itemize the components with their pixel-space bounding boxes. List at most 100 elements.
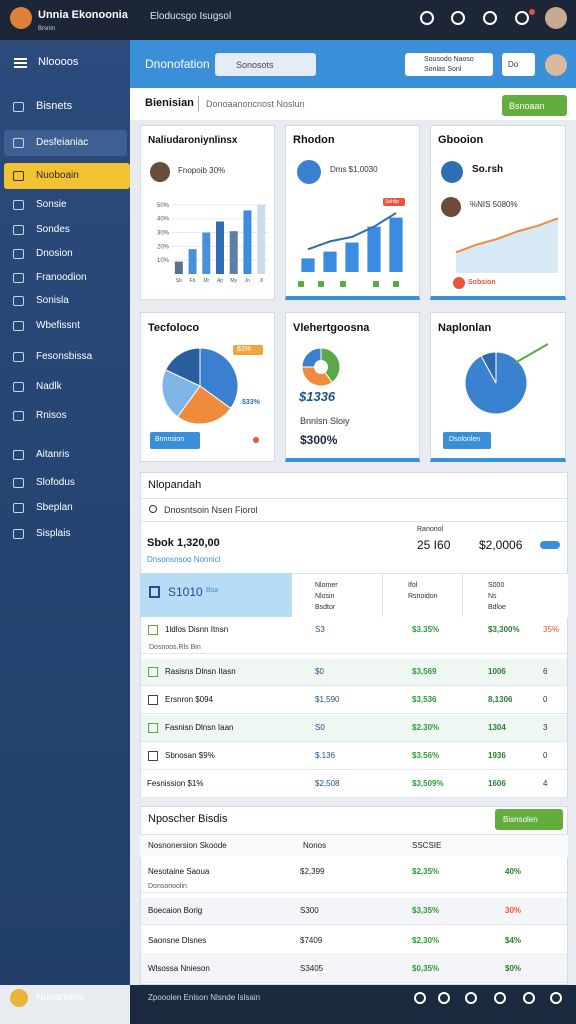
button[interactable] bbox=[150, 432, 200, 449]
nav-item[interactable]: Slofodus bbox=[36, 477, 75, 488]
cell: S300 bbox=[300, 906, 319, 916]
row-icon bbox=[148, 625, 158, 635]
label: Eloducsgo Isugsol bbox=[150, 11, 232, 22]
pie-slice bbox=[176, 385, 232, 425]
account-box[interactable] bbox=[405, 53, 493, 76]
search-box[interactable] bbox=[215, 53, 316, 76]
x-tick-label: Sb bbox=[176, 278, 182, 284]
chart bbox=[301, 212, 403, 272]
footer-icon[interactable] bbox=[550, 992, 562, 1004]
button[interactable] bbox=[502, 95, 567, 116]
nav-item[interactable]: Sondes bbox=[36, 224, 70, 235]
button-label[interactable]: Bsnoaan bbox=[509, 100, 545, 111]
label: %NIS 5080% bbox=[470, 200, 518, 210]
nav-icon bbox=[13, 321, 24, 331]
cell: S0 bbox=[315, 723, 325, 733]
cell: 4 bbox=[543, 779, 548, 789]
label: Brsnin bbox=[38, 25, 56, 32]
cell: 1936 bbox=[488, 751, 506, 761]
x-tick-label: Fb bbox=[190, 278, 196, 284]
footer-icon[interactable] bbox=[494, 992, 506, 1004]
chart bbox=[455, 217, 559, 273]
small-box[interactable] bbox=[502, 53, 535, 76]
cell: $2,508 bbox=[315, 779, 340, 789]
card bbox=[285, 312, 420, 462]
label: Ifol bbox=[408, 582, 418, 590]
nav-item[interactable]: Nunanians bbox=[36, 992, 84, 1003]
label: Nlopandah bbox=[148, 479, 202, 492]
bar bbox=[174, 261, 183, 274]
footer-icon[interactable] bbox=[414, 992, 426, 1004]
top-icon[interactable] bbox=[515, 11, 529, 25]
cell: Fesnission $1% bbox=[147, 779, 204, 789]
nav-icon bbox=[13, 249, 24, 259]
button-label[interactable]: Bnnnsion bbox=[155, 436, 185, 444]
label: Sohlip bbox=[385, 198, 399, 205]
y-tick-label: 20% bbox=[157, 244, 170, 250]
button-label[interactable]: Bisnsolen bbox=[503, 815, 538, 825]
button-label[interactable]: Dsolonlen bbox=[449, 436, 481, 444]
nav-item[interactable]: Sonsie bbox=[36, 199, 67, 210]
cell: $2,30% bbox=[412, 936, 440, 946]
label: S1010 bbox=[168, 584, 203, 599]
label: Do bbox=[508, 60, 519, 70]
label: Sonosots bbox=[236, 59, 274, 70]
cell: 3 bbox=[543, 723, 548, 733]
mini-icon bbox=[298, 281, 304, 287]
label: $1336 bbox=[299, 388, 336, 404]
top-icon[interactable] bbox=[451, 11, 465, 25]
top-bar bbox=[0, 0, 576, 40]
icon bbox=[453, 277, 465, 289]
nav-item[interactable]: Wbefissnt bbox=[36, 320, 80, 331]
icon bbox=[297, 160, 321, 184]
nav-item[interactable]: Sbeplan bbox=[36, 502, 73, 513]
nav-item[interactable]: Sonisla bbox=[36, 295, 69, 306]
label: Naplonlan bbox=[438, 322, 492, 335]
footer-icon[interactable] bbox=[438, 992, 450, 1004]
cell: $7409 bbox=[300, 936, 323, 946]
nav-item[interactable]: Bisnets bbox=[36, 100, 73, 113]
nav-item[interactable]: Nuoboain bbox=[36, 170, 79, 181]
label: Dosnoos.Rls Bin bbox=[149, 644, 201, 652]
label: Ns bbox=[488, 593, 497, 601]
tag bbox=[383, 198, 405, 206]
area bbox=[456, 218, 558, 273]
nav-item[interactable]: Fesonsbissa bbox=[36, 351, 93, 362]
top-icon[interactable] bbox=[420, 11, 434, 25]
x-tick-label: Mr bbox=[203, 278, 209, 284]
nav-item[interactable]: Dnosion bbox=[36, 248, 73, 259]
x-tick-label: Jn bbox=[245, 278, 251, 284]
toggle[interactable] bbox=[540, 541, 560, 549]
nav-item[interactable]: Aitanris bbox=[36, 449, 70, 460]
label: Nlomer bbox=[315, 582, 338, 590]
nav-item[interactable]: Nadlk bbox=[36, 381, 62, 392]
cell: 6 bbox=[543, 667, 548, 677]
cell: $.136 bbox=[315, 751, 336, 761]
mini-icon bbox=[340, 281, 346, 287]
bar bbox=[257, 204, 266, 274]
cell: 8,1306 bbox=[488, 695, 513, 705]
button[interactable] bbox=[495, 809, 563, 830]
cell: $3,536 bbox=[412, 695, 437, 705]
footer-icon[interactable] bbox=[465, 992, 477, 1004]
col-sep bbox=[382, 573, 383, 618]
divider bbox=[140, 498, 568, 499]
nav-item[interactable]: Sisplais bbox=[36, 528, 71, 539]
top-icon[interactable] bbox=[483, 11, 497, 25]
hamburger-mid bbox=[14, 62, 27, 64]
label: Bienisian bbox=[145, 97, 194, 110]
nav-icon bbox=[13, 450, 24, 460]
row bbox=[141, 640, 567, 654]
footer-icon[interactable] bbox=[523, 992, 535, 1004]
cell: Donsonoolin bbox=[148, 883, 187, 891]
donut-hole bbox=[314, 360, 328, 374]
label: Fnopoib 30% bbox=[178, 166, 226, 176]
cell: $0% bbox=[505, 964, 522, 974]
nav-item[interactable]: Rnisos bbox=[36, 410, 67, 421]
row-icon bbox=[148, 723, 158, 733]
nav-item[interactable]: Desfeianiac bbox=[36, 137, 89, 148]
row bbox=[141, 928, 567, 955]
nav-item[interactable]: Franoodion bbox=[36, 272, 87, 283]
row bbox=[141, 898, 567, 925]
button[interactable] bbox=[443, 432, 491, 449]
